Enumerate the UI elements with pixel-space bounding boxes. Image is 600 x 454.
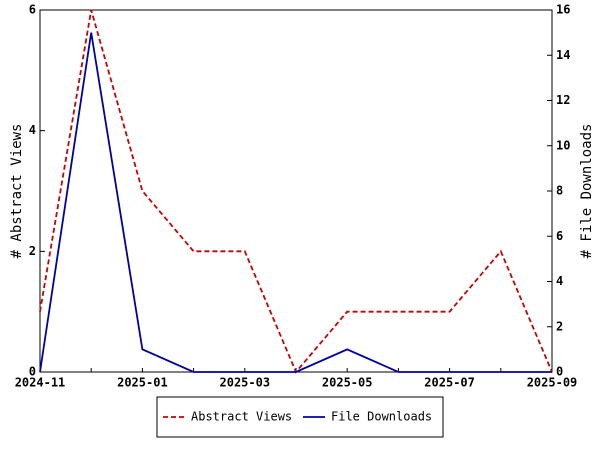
y2-tick-label: 6 bbox=[556, 229, 563, 243]
x-tick-label: 2025-01 bbox=[117, 376, 168, 390]
y2-axis-title: # File Downloads bbox=[579, 124, 595, 259]
y2-tick-label: 8 bbox=[556, 184, 563, 198]
y-tick-label: 2 bbox=[29, 244, 36, 258]
x-tick-label: 2025-07 bbox=[424, 376, 475, 390]
y2-tick-label: 0 bbox=[556, 365, 563, 379]
y-tick-label: 6 bbox=[29, 3, 36, 17]
series-line bbox=[39, 32, 552, 373]
y2-tick-label: 12 bbox=[556, 93, 570, 107]
legend bbox=[156, 396, 444, 438]
y2-tick-label: 14 bbox=[556, 48, 570, 62]
x-tick-label: 2025-03 bbox=[220, 376, 271, 390]
y2-tick-label: 4 bbox=[556, 274, 563, 288]
y2-tick-label: 2 bbox=[556, 319, 563, 333]
y-axis-title: # Abstract Views bbox=[9, 124, 25, 259]
x-tick-label: 2025-05 bbox=[322, 376, 373, 390]
y-tick-label: 0 bbox=[29, 365, 36, 379]
legend-label: File Downloads bbox=[331, 410, 432, 424]
legend-label: Abstract Views bbox=[191, 410, 292, 424]
y2-tick-label: 10 bbox=[556, 138, 570, 152]
y-tick-label: 4 bbox=[29, 123, 36, 137]
x-tick-label: 2025-09 bbox=[527, 376, 578, 390]
y2-tick-label: 16 bbox=[556, 3, 570, 17]
x-tick-label: 2024-11 bbox=[15, 376, 66, 390]
